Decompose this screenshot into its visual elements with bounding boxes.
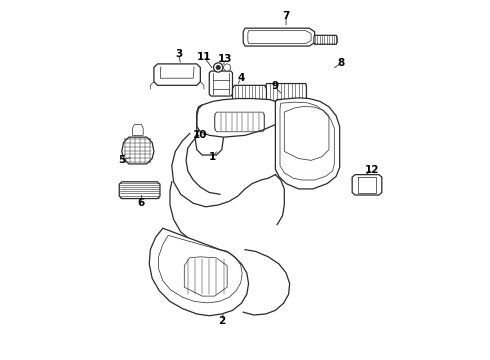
Text: 6: 6 (138, 198, 145, 208)
Text: 12: 12 (365, 165, 380, 175)
Polygon shape (132, 125, 143, 135)
Polygon shape (275, 98, 340, 189)
Polygon shape (195, 128, 223, 155)
Circle shape (223, 64, 231, 71)
Circle shape (216, 65, 220, 69)
Text: 8: 8 (338, 58, 345, 68)
Text: 1: 1 (209, 152, 217, 162)
Text: 10: 10 (193, 130, 208, 140)
Polygon shape (314, 35, 337, 44)
Polygon shape (119, 182, 160, 199)
Polygon shape (197, 99, 281, 137)
Circle shape (214, 63, 223, 72)
Text: 5: 5 (118, 156, 125, 165)
Polygon shape (266, 84, 306, 102)
Text: 7: 7 (282, 12, 290, 21)
Polygon shape (243, 28, 315, 46)
Polygon shape (122, 137, 154, 164)
Polygon shape (209, 71, 232, 96)
Text: 2: 2 (218, 316, 225, 326)
Polygon shape (232, 85, 267, 112)
Text: 13: 13 (218, 54, 233, 64)
Polygon shape (149, 228, 248, 316)
Text: 4: 4 (237, 73, 245, 83)
Text: 3: 3 (175, 49, 183, 59)
Polygon shape (154, 64, 200, 85)
Polygon shape (352, 175, 382, 195)
Text: 11: 11 (196, 52, 211, 62)
Text: 9: 9 (271, 81, 278, 91)
